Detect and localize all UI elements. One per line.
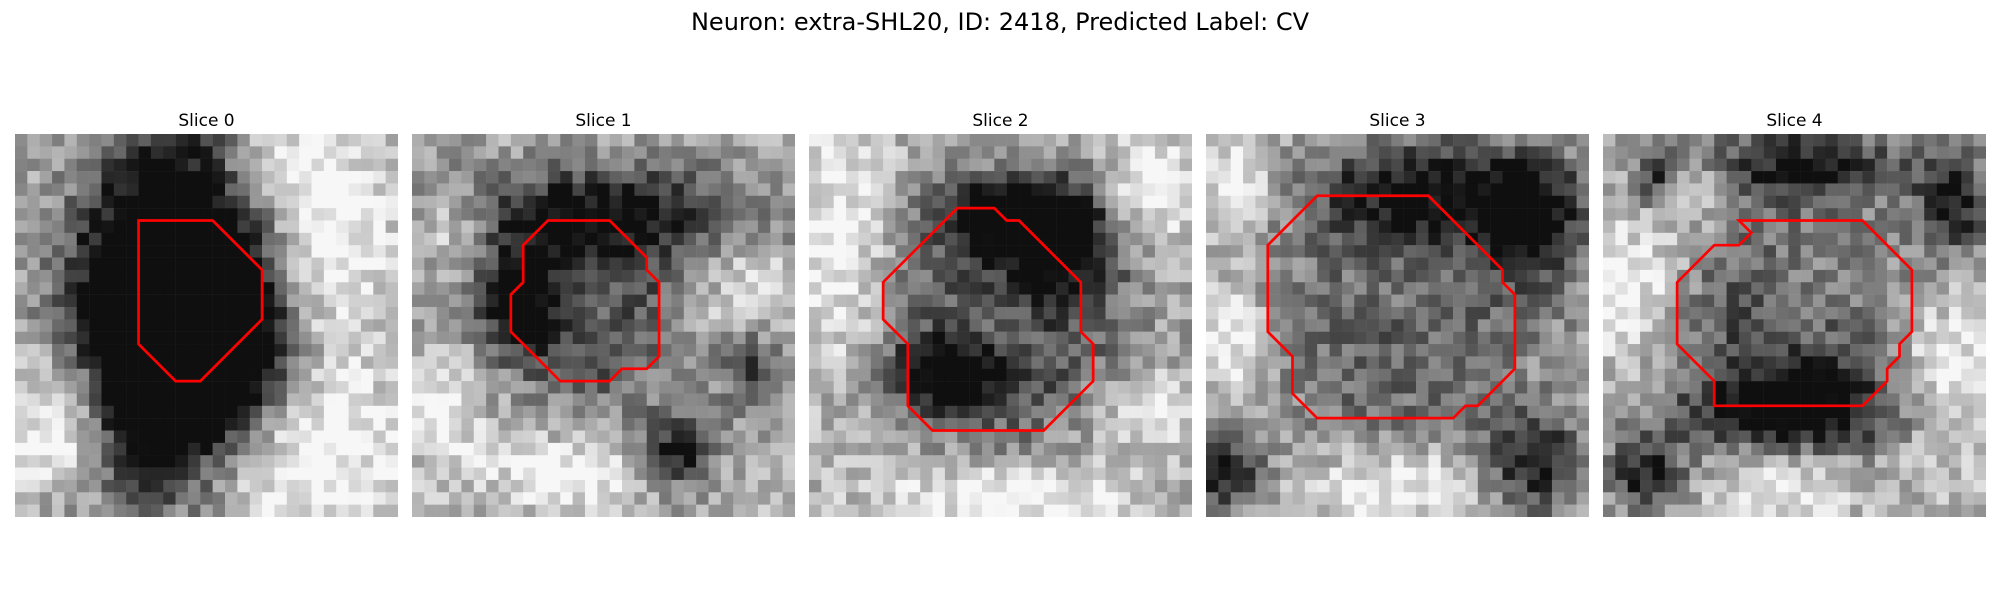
slice-image [412, 134, 795, 517]
slice-panel-4: Slice 4 [1603, 108, 1986, 517]
slice-image [1603, 134, 1986, 517]
slice-panel-1: Slice 1 [412, 108, 795, 517]
contour-outline [137, 219, 264, 383]
slice-image [1206, 134, 1589, 517]
slice-title: Slice 2 [972, 111, 1029, 131]
slice-panel-2: Slice 2 [809, 108, 1192, 517]
slice-panel-0: Slice 0 [15, 108, 398, 517]
contour-outline [1675, 219, 1914, 408]
slice-title: Slice 4 [1766, 111, 1823, 131]
slice-title: Slice 0 [178, 111, 235, 131]
contour-outline [509, 219, 661, 383]
contour-outline [881, 206, 1095, 432]
slice-title: Slice 1 [575, 111, 632, 131]
slice-panel-3: Slice 3 [1206, 108, 1589, 517]
slice-image [15, 134, 398, 517]
slice-title: Slice 3 [1369, 111, 1426, 131]
contour-outline [1266, 194, 1517, 420]
slice-image [809, 134, 1192, 517]
figure-title: Neuron: extra-SHL20, ID: 2418, Predicted… [690, 8, 1310, 36]
